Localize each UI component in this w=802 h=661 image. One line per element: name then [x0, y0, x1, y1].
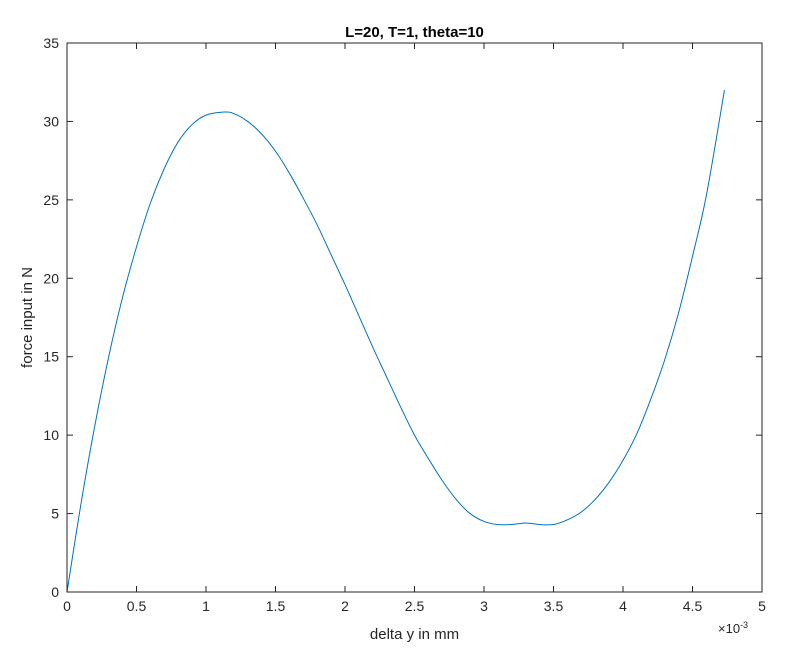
x-tick-label: 0.5 — [127, 598, 147, 614]
x-tick-label: 3 — [480, 598, 488, 614]
axis-tick-labels: 0 0.5 1 1.5 2 2.5 3 3.5 4 4.5 5 0 5 10 15 20 25 30 35 — [43, 35, 766, 614]
y-tick-label: 20 — [43, 270, 59, 286]
y-tick-label: 5 — [51, 506, 59, 522]
y-tick-label: 35 — [43, 35, 59, 51]
x-tick-label: 1.5 — [266, 598, 286, 614]
axes-box — [66, 42, 763, 593]
x-axis-label: delta y in mm — [370, 626, 459, 643]
x-tick-label: 2 — [341, 598, 349, 614]
x-axis-exponent: ×10-3 — [718, 620, 748, 636]
y-tick-label: 0 — [51, 584, 59, 600]
plot-area — [67, 43, 762, 592]
y-axis-label: force input in N — [19, 267, 36, 368]
x-tick-label: 4 — [619, 598, 627, 614]
x-tick-label: 3.5 — [544, 598, 564, 614]
series-line — [66, 89, 725, 593]
y-tick-label: 10 — [43, 427, 59, 443]
y-tick-label: 30 — [43, 113, 59, 129]
x-tick-label: 2.5 — [405, 598, 425, 614]
x-tick-label: 4.5 — [683, 598, 703, 614]
x-axis-exponent-power: -3 — [740, 620, 748, 630]
y-tick-label: 25 — [43, 192, 59, 208]
x-axis-exponent-base: ×10 — [718, 621, 740, 636]
y-tick-label: 15 — [43, 349, 59, 365]
x-tick-label: 0 — [63, 598, 71, 614]
x-tick-label: 5 — [758, 598, 766, 614]
x-tick-label: 1 — [202, 598, 210, 614]
chart-title: L=20, T=1, theta=10 — [345, 24, 484, 41]
